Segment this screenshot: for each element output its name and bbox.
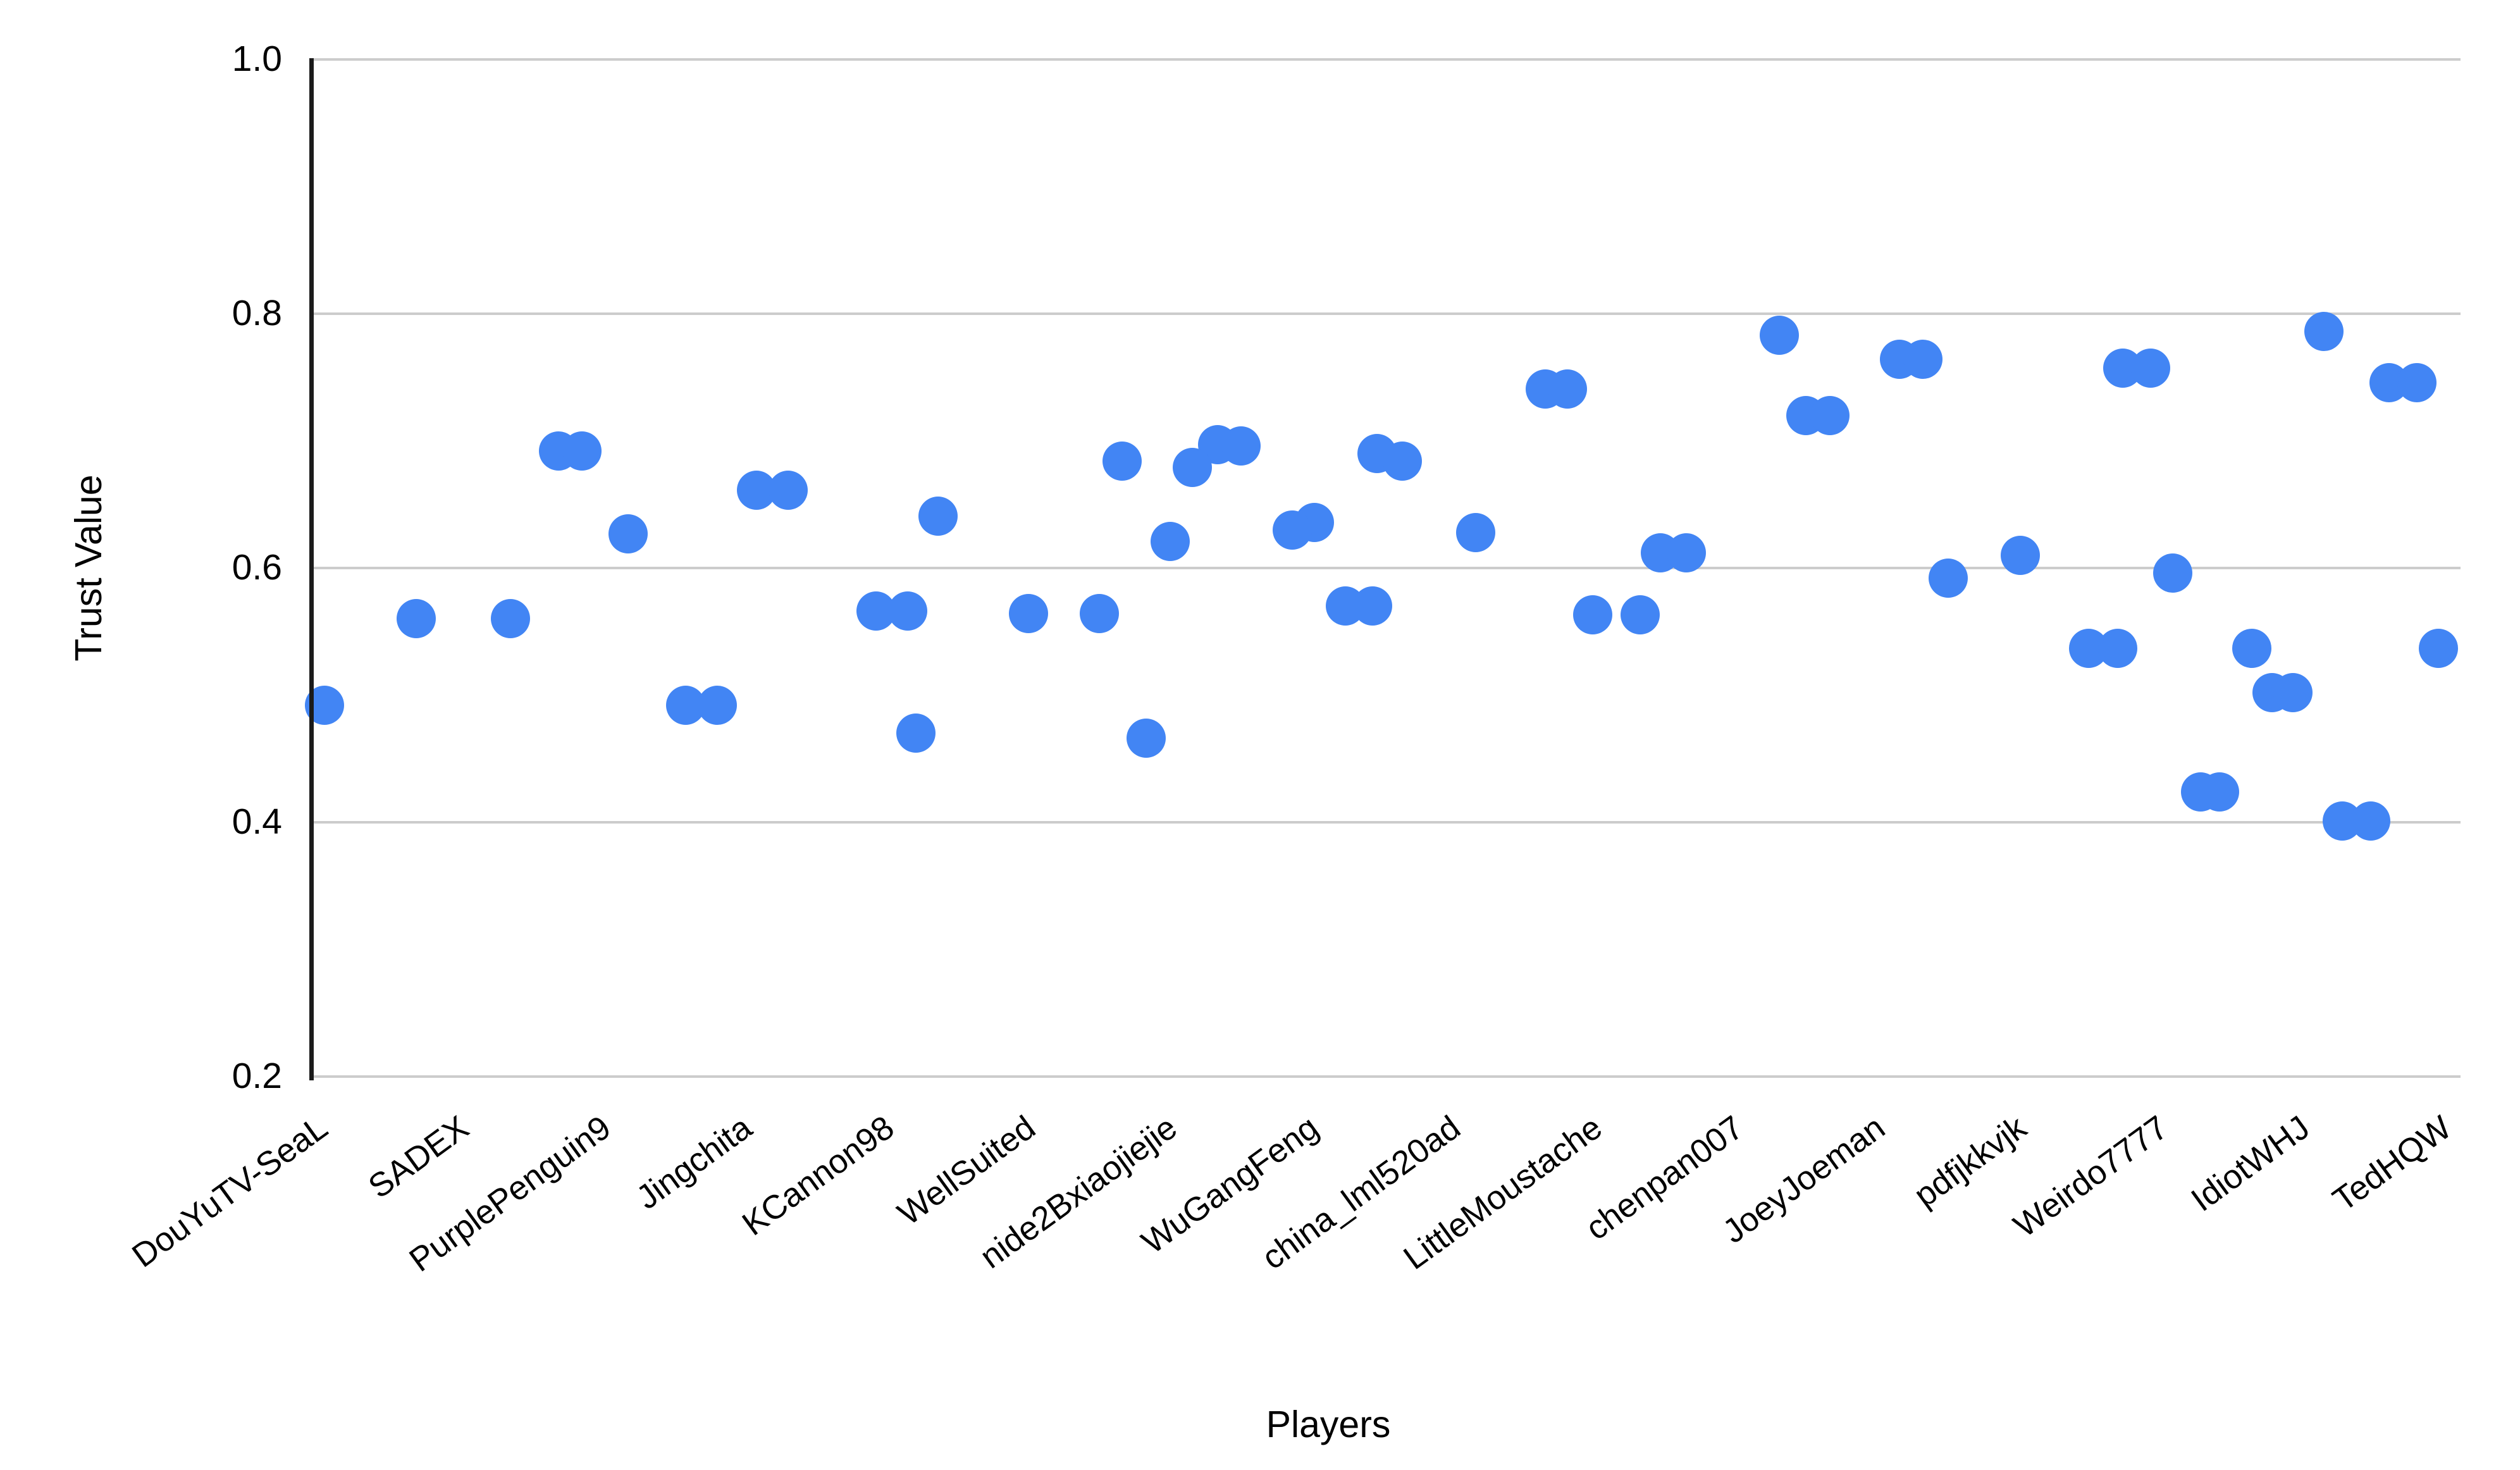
- data-point[interactable]: [2098, 628, 2137, 668]
- data-point[interactable]: [1548, 369, 1587, 409]
- y-tick-label: 0.6: [232, 547, 282, 588]
- y-tick-label: 0.4: [232, 801, 282, 842]
- y-axis-title: Trust Value: [68, 474, 109, 662]
- data-point[interactable]: [2153, 553, 2192, 593]
- data-point[interactable]: [1353, 586, 1392, 626]
- gridline: [312, 58, 2461, 61]
- data-point[interactable]: [1810, 395, 1850, 435]
- data-point[interactable]: [608, 514, 648, 553]
- plot-area: [305, 58, 2461, 1078]
- data-point[interactable]: [2232, 628, 2271, 668]
- data-point[interactable]: [1273, 510, 1312, 550]
- data-point[interactable]: [1621, 595, 1660, 635]
- data-point[interactable]: [1667, 533, 1706, 572]
- data-point[interactable]: [397, 599, 436, 639]
- x-category-label: Jingchita: [629, 1108, 759, 1217]
- data-point[interactable]: [698, 686, 737, 726]
- gridline: [312, 1075, 2461, 1078]
- data-point[interactable]: [2397, 362, 2437, 402]
- y-tick-label: 0.8: [232, 293, 282, 333]
- data-point[interactable]: [1127, 719, 1166, 758]
- data-point[interactable]: [1573, 595, 1612, 635]
- data-point[interactable]: [2351, 801, 2390, 841]
- data-point[interactable]: [769, 471, 808, 510]
- data-point[interactable]: [1383, 442, 1422, 481]
- x-category-label: KCannon98: [735, 1108, 901, 1244]
- x-category-label: IdiotWHJ: [2184, 1108, 2317, 1219]
- x-category-label: DouYuTV-SeaL: [125, 1108, 335, 1275]
- data-point[interactable]: [2131, 349, 2170, 388]
- gridline: [312, 567, 2461, 569]
- data-point[interactable]: [1009, 594, 1048, 634]
- x-category-label: TedHQW: [2326, 1108, 2459, 1219]
- data-point[interactable]: [2304, 312, 2344, 352]
- gridline: [312, 312, 2461, 315]
- data-point[interactable]: [1102, 442, 1142, 481]
- data-point[interactable]: [1760, 316, 1799, 355]
- data-point[interactable]: [896, 713, 936, 753]
- data-point[interactable]: [1929, 559, 1968, 598]
- data-point[interactable]: [1903, 340, 1942, 380]
- data-point[interactable]: [1173, 448, 1212, 488]
- data-point[interactable]: [1221, 426, 1261, 466]
- data-point[interactable]: [1456, 512, 1495, 552]
- data-point[interactable]: [491, 599, 530, 639]
- y-tick-label: 0.2: [232, 1056, 282, 1096]
- data-point[interactable]: [2001, 535, 2040, 575]
- data-point[interactable]: [888, 591, 927, 631]
- x-category-label: SADEX: [362, 1108, 476, 1206]
- x-axis-title: Players: [1266, 1404, 1391, 1445]
- data-point[interactable]: [918, 496, 958, 536]
- data-point[interactable]: [1080, 594, 1119, 634]
- gridline: [312, 821, 2461, 824]
- data-point[interactable]: [2419, 628, 2458, 668]
- y-axis-line: [309, 58, 314, 1080]
- y-tick-label: 1.0: [232, 39, 282, 79]
- data-point[interactable]: [2273, 672, 2313, 712]
- data-point[interactable]: [562, 431, 602, 471]
- x-category-label: Weirdo7777: [2007, 1108, 2175, 1245]
- data-point[interactable]: [2200, 772, 2239, 812]
- data-point[interactable]: [1151, 521, 1190, 561]
- x-category-label: pdfjkkvjk: [1907, 1108, 2034, 1214]
